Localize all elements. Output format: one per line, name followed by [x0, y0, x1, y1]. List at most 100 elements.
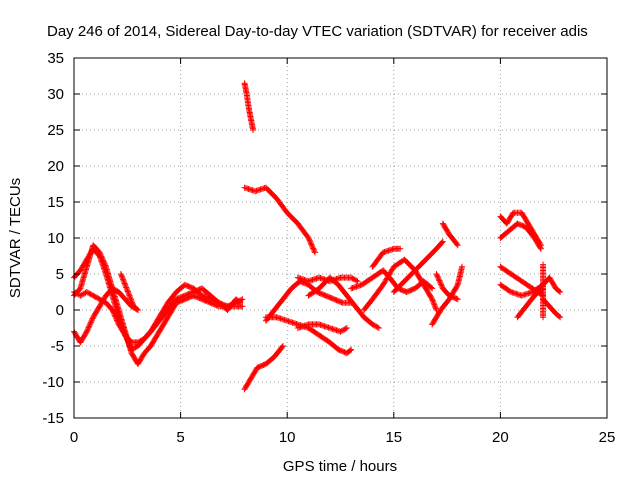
data-point — [310, 246, 317, 253]
data-point — [109, 307, 116, 313]
data-point — [351, 276, 358, 283]
data-point — [74, 291, 81, 298]
data-point — [83, 328, 90, 335]
data-point — [122, 281, 129, 288]
data-point — [454, 283, 461, 289]
data-point — [374, 324, 381, 331]
data-point — [310, 245, 317, 252]
data-point — [96, 249, 103, 256]
data-point — [128, 298, 135, 304]
data-point — [436, 277, 443, 284]
data-point — [87, 291, 94, 298]
data-point — [540, 314, 547, 321]
data-series-track-19 — [433, 271, 461, 303]
y-tick-label: 0 — [56, 302, 64, 319]
data-point — [340, 327, 347, 334]
data-point — [338, 299, 345, 306]
data-point — [79, 291, 86, 298]
data-series-track-7 — [241, 184, 318, 256]
data-series-track-5 — [117, 271, 141, 313]
data-point — [308, 241, 315, 248]
data-point — [120, 277, 127, 284]
data-point — [375, 325, 382, 331]
data-point — [434, 273, 441, 280]
data-point — [98, 253, 105, 260]
data-point — [97, 250, 104, 257]
data-point — [431, 301, 438, 308]
data-point — [126, 292, 133, 299]
data-point — [557, 314, 564, 321]
data-point — [309, 244, 316, 251]
x-tick-label: 10 — [279, 429, 296, 446]
data-point — [99, 297, 106, 304]
data-point — [77, 292, 84, 299]
data-point — [84, 327, 91, 334]
data-point — [122, 283, 129, 290]
data-point — [431, 302, 438, 309]
data-point — [438, 281, 445, 288]
data-point — [88, 291, 95, 298]
x-axis-ticks: 0 5 10 15 20 25 — [70, 58, 615, 446]
data-point — [428, 284, 435, 291]
data-point — [123, 285, 130, 292]
data-point — [100, 298, 107, 305]
data-point — [438, 282, 445, 289]
data-point — [111, 312, 118, 319]
data-point — [91, 293, 98, 300]
data-point — [348, 346, 355, 353]
data-point — [128, 296, 135, 303]
data-point — [78, 291, 85, 298]
data-point — [118, 273, 125, 280]
data-series-track-10 — [262, 314, 355, 357]
data-point — [397, 245, 404, 252]
data-point — [96, 296, 103, 303]
y-tick-label: 30 — [47, 86, 64, 103]
y-tick-label: 25 — [47, 122, 64, 139]
data-point — [429, 297, 436, 304]
data-point — [73, 290, 80, 297]
data-point — [87, 320, 94, 327]
y-tick-label: 10 — [47, 230, 64, 247]
data-point — [430, 298, 437, 305]
data-point — [307, 238, 314, 245]
plot-frame — [73, 57, 608, 419]
data-point — [250, 127, 257, 133]
data-point — [125, 291, 132, 298]
data-point — [556, 288, 563, 295]
data-series-track-11 — [294, 321, 350, 335]
data-point — [353, 277, 360, 284]
data-point — [369, 321, 376, 328]
data-point — [438, 239, 445, 246]
data-point — [537, 245, 544, 252]
data-point — [432, 305, 439, 312]
data-point — [126, 293, 133, 300]
data-point — [239, 303, 246, 310]
data-series-track-27 — [540, 261, 547, 321]
data-point — [120, 276, 127, 283]
data-point — [86, 323, 93, 330]
data-point — [114, 317, 121, 324]
data-point — [90, 292, 97, 299]
data-point — [429, 296, 436, 303]
data-point — [237, 299, 244, 306]
data-point — [349, 275, 356, 282]
data-point — [109, 308, 116, 315]
data-point — [121, 280, 128, 287]
chart-title: Day 246 of 2014, Sidereal Day-to-day VTE… — [47, 23, 588, 40]
data-point — [123, 284, 130, 291]
data-point — [434, 272, 441, 279]
data-point — [433, 271, 440, 277]
y-tick-label: 15 — [47, 194, 64, 211]
data-point — [129, 299, 136, 306]
grid-lines — [74, 58, 607, 418]
data-point — [118, 272, 125, 279]
data-point — [337, 328, 344, 335]
data-point — [113, 316, 120, 323]
x-tick-label: 0 — [70, 429, 78, 446]
data-point — [129, 300, 136, 307]
plot-area — [71, 80, 564, 393]
x-axis-label: GPS time / hours — [283, 458, 397, 475]
data-point — [306, 236, 313, 243]
data-point — [100, 257, 107, 264]
data-point — [132, 344, 139, 351]
